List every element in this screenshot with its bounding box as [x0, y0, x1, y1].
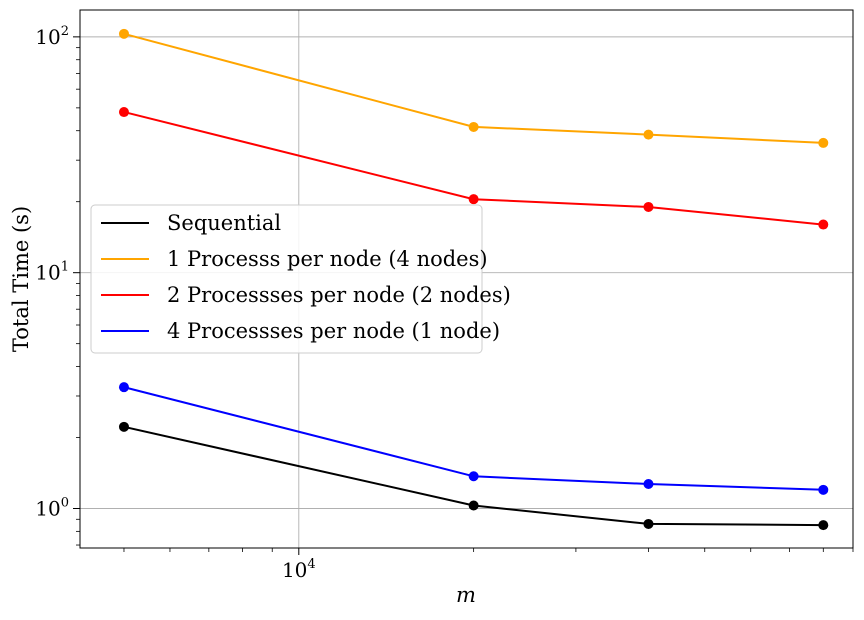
data-point [118, 421, 129, 432]
legend-entry: Sequential [101, 211, 281, 235]
y-axis-title: Total Time (s) [9, 206, 33, 352]
data-point [818, 137, 829, 148]
x-tick-exponent: 4 [307, 557, 315, 572]
legend-label: 4 Processses per node (1 node) [167, 319, 500, 343]
data-point [818, 219, 829, 230]
data-point [468, 471, 479, 482]
data-point [468, 194, 479, 205]
series-1-processs-per-node-4-nodes- [118, 28, 829, 148]
data-point [643, 518, 654, 529]
x-axis-title: m [456, 583, 476, 607]
legend-label: 1 Processs per node (4 nodes) [167, 247, 488, 271]
y-tick-mantissa: 10 [35, 261, 60, 285]
y-tick-mantissa: 10 [35, 25, 60, 49]
x-tick-mantissa: 10 [282, 558, 307, 582]
data-point [118, 382, 129, 393]
legend-entry: 1 Processs per node (4 nodes) [101, 247, 488, 271]
y-tick-exponent: 2 [61, 24, 69, 39]
x-tick-label: 104 [282, 557, 316, 582]
y-tick-label: 102 [35, 24, 69, 49]
legend-entry: 2 Processses per node (2 nodes) [101, 283, 511, 307]
data-point [818, 520, 829, 531]
data-point [118, 107, 129, 118]
legend: Sequential 1 Processs per node (4 nodes) 2… [90, 204, 511, 354]
series-4-processses-per-node-1-node- [118, 382, 829, 495]
series-2-processses-per-node-2-nodes- [118, 107, 829, 230]
legend-box [90, 204, 483, 354]
series-layer [118, 28, 829, 531]
y-tick-label: 100 [35, 496, 69, 521]
series-line [123, 111, 824, 226]
legend-label: 2 Processses per node (2 nodes) [167, 283, 511, 307]
legend-label: Sequential [167, 211, 281, 235]
data-point [468, 121, 479, 132]
data-point [643, 129, 654, 140]
series-line [123, 32, 824, 144]
y-tick-exponent: 1 [61, 260, 69, 275]
legend-entry: 4 Processses per node (1 node) [101, 319, 500, 343]
data-point [118, 28, 129, 39]
legend-items: Sequential 1 Processs per node (4 nodes) 2… [101, 211, 511, 343]
data-point [818, 484, 829, 495]
series-line [123, 386, 824, 491]
data-point [643, 479, 654, 490]
plot-frame [79, 9, 854, 549]
series-sequential [118, 421, 829, 531]
series-line [123, 425, 824, 527]
data-point [468, 500, 479, 511]
y-tick-exponent: 0 [61, 496, 69, 511]
y-tick-mantissa: 10 [35, 497, 60, 521]
y-tick-label: 101 [35, 260, 69, 285]
data-point [643, 201, 654, 212]
